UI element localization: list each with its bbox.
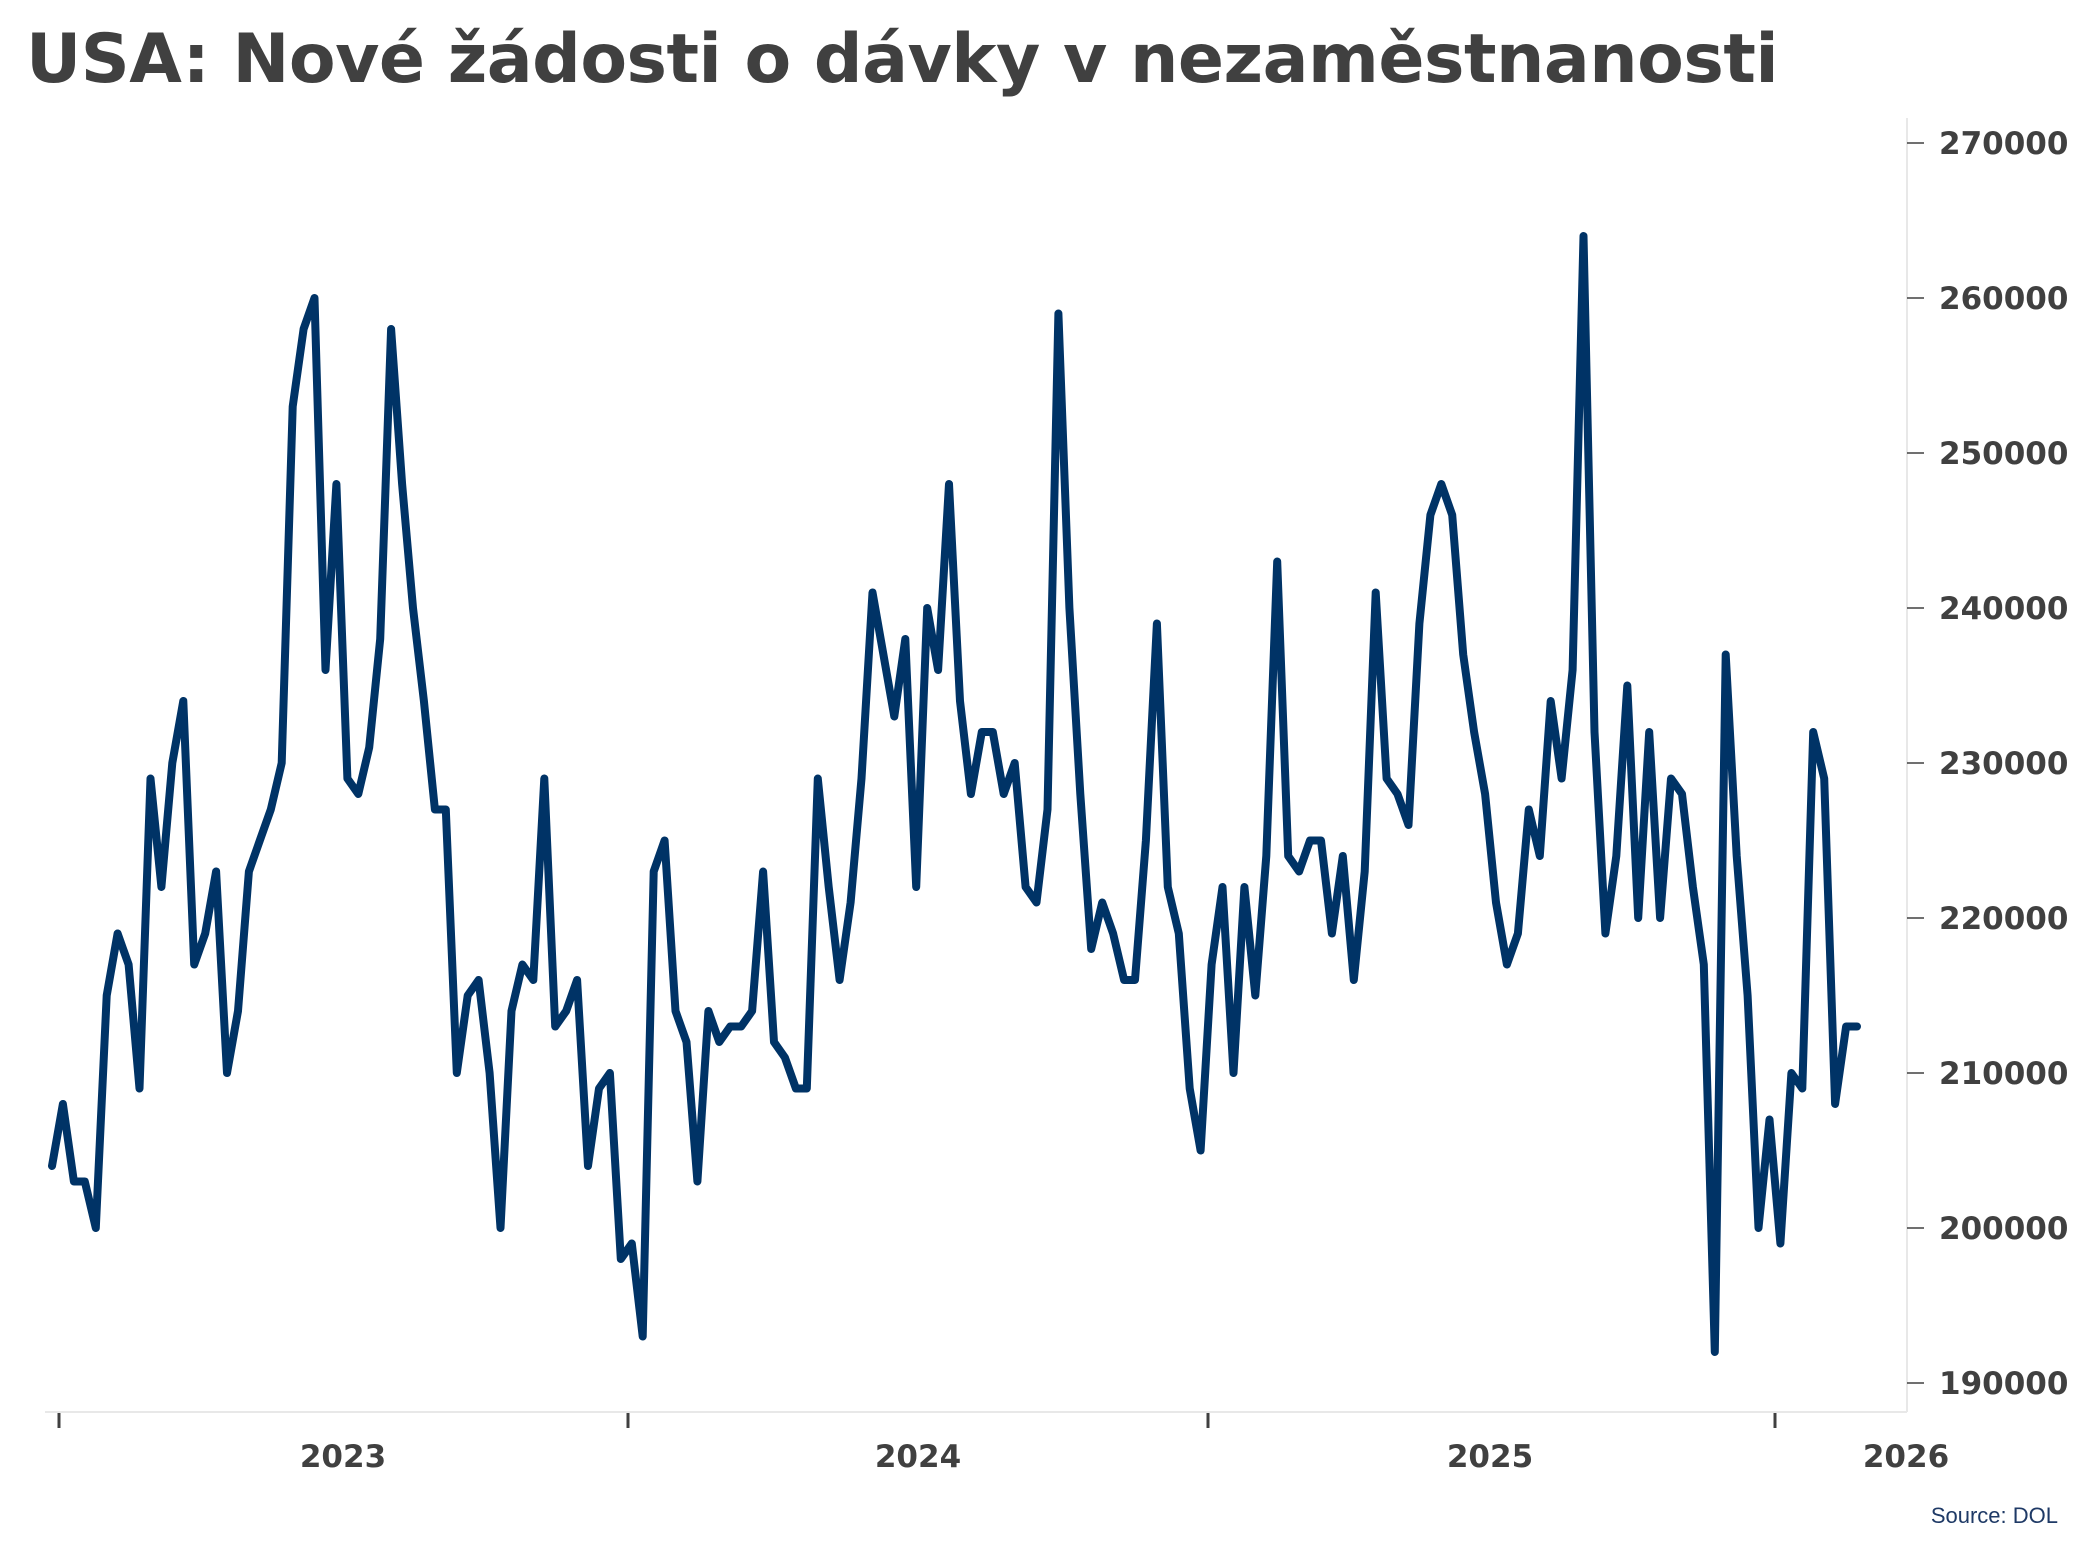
y-tick-label: 240000	[1939, 591, 2068, 627]
y-tick-label: 230000	[1939, 746, 2068, 782]
claims-line	[48, 232, 1861, 1356]
y-tick-label: 260000	[1939, 281, 2068, 317]
source-note: Source: DOL	[1930, 1503, 2058, 1528]
y-tick-label: 190000	[1939, 1366, 2068, 1402]
x-tick-label: 2026	[1863, 1439, 1949, 1475]
y-axis: 190000 200000 210000 220000 230000 240000 2500…	[1906, 118, 2068, 1412]
x-tick-label: 2025	[1447, 1439, 1533, 1475]
y-tick-label: 270000	[1939, 126, 2068, 162]
x-axis: 2023 2024 2025 2026	[45, 1411, 1949, 1475]
y-tick-label: 210000	[1939, 1056, 2068, 1092]
y-tick-label: 200000	[1939, 1211, 2068, 1247]
chart-title: USA: Nové žádosti o dávky v nezaměstnano…	[26, 20, 1779, 99]
x-tick-label: 2023	[300, 1439, 386, 1475]
x-tick-label: 2024	[875, 1439, 961, 1475]
y-tick-label: 250000	[1939, 436, 2068, 472]
y-tick-label: 220000	[1939, 901, 2068, 937]
